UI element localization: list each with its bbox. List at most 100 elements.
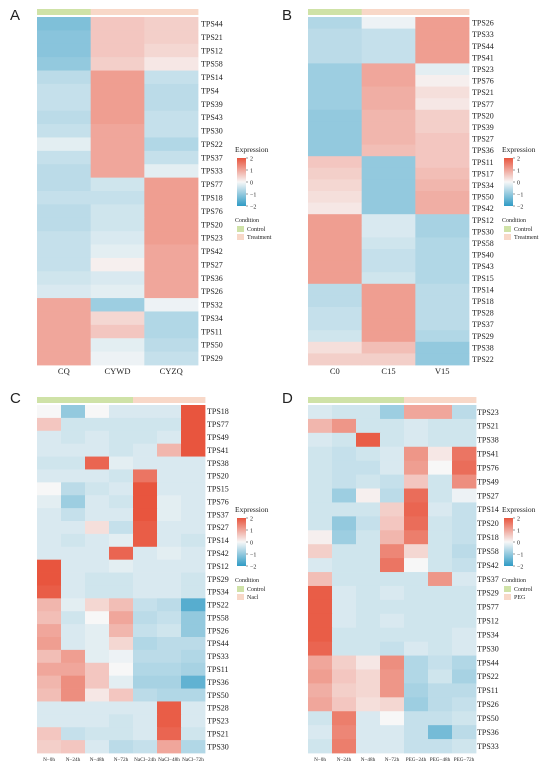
heatmap-cell bbox=[332, 474, 357, 489]
row-label: TPS33 bbox=[472, 30, 494, 39]
condition-legend-label: Control bbox=[247, 227, 266, 233]
heatmap-cell bbox=[356, 502, 381, 517]
heatmap-cell bbox=[85, 417, 110, 432]
heatmap-cell bbox=[356, 627, 381, 643]
heatmap-cell bbox=[85, 740, 110, 754]
heatmap-cell bbox=[37, 257, 92, 272]
heatmap-cell bbox=[37, 311, 92, 326]
heatmap-cell bbox=[428, 739, 453, 754]
row-label: TPS14 bbox=[472, 285, 494, 294]
condition-legend-swatch bbox=[504, 234, 511, 240]
heatmap-cell bbox=[109, 740, 134, 754]
heatmap-cell bbox=[356, 460, 381, 475]
row-label: TPS29 bbox=[472, 332, 494, 341]
heatmap-cell bbox=[356, 711, 381, 726]
column-label: N−72h bbox=[385, 757, 400, 763]
heatmap-cell bbox=[428, 599, 453, 615]
heatmap-cell bbox=[361, 330, 416, 343]
heatmap-cell bbox=[144, 110, 199, 125]
heatmap-cell bbox=[308, 530, 333, 545]
heatmap-cell bbox=[404, 432, 429, 448]
heatmap-cell bbox=[144, 83, 199, 98]
heatmap-cell bbox=[37, 559, 62, 573]
heatmap-cell bbox=[37, 177, 92, 192]
heatmap-cell bbox=[133, 714, 158, 728]
heatmap-cell bbox=[428, 641, 453, 656]
heatmap-cell bbox=[452, 655, 477, 670]
heatmap-cell bbox=[144, 244, 199, 259]
heatmap-cell bbox=[356, 405, 381, 420]
heatmap-cell bbox=[380, 641, 405, 656]
heatmap-cell bbox=[109, 637, 134, 651]
heatmap-cell bbox=[308, 353, 363, 366]
column-label: NaCl−72h bbox=[182, 757, 204, 763]
row-label: TPS42 bbox=[477, 561, 499, 570]
heatmap-cell bbox=[157, 688, 182, 702]
condition-bar-cell bbox=[308, 397, 333, 403]
heatmap-cell bbox=[181, 430, 206, 445]
heatmap-cell bbox=[157, 495, 182, 509]
heatmap-cell bbox=[37, 271, 92, 286]
heatmap-cell bbox=[361, 144, 416, 157]
condition-legend-title: Condition bbox=[502, 578, 526, 584]
condition-bar-cell bbox=[308, 9, 363, 15]
heatmap-cell bbox=[144, 124, 199, 138]
heatmap-cell bbox=[308, 283, 363, 296]
row-label: TPS17 bbox=[472, 169, 494, 178]
heatmap-cell bbox=[181, 624, 206, 638]
heatmap-cell bbox=[308, 418, 333, 434]
heatmap-cell bbox=[308, 40, 363, 53]
heatmap-cell bbox=[144, 70, 199, 85]
panel-label: A bbox=[10, 7, 20, 24]
heatmap-cell bbox=[109, 662, 134, 677]
heatmap-cell bbox=[356, 432, 381, 448]
heatmap-cell bbox=[380, 599, 405, 615]
heatmap-cell bbox=[404, 544, 429, 559]
heatmap-cell bbox=[380, 460, 405, 475]
heatmap-cell bbox=[415, 295, 470, 308]
condition-legend-label: PEG bbox=[514, 595, 526, 601]
row-label: TPS23 bbox=[201, 234, 223, 243]
column-label: C0 bbox=[330, 366, 340, 376]
heatmap-cell bbox=[90, 124, 145, 138]
heatmap-cell bbox=[356, 739, 381, 754]
heatmap-cell bbox=[361, 191, 416, 203]
row-label: TPS18 bbox=[201, 193, 223, 202]
row-label: TPS4 bbox=[201, 86, 219, 95]
row-label: TPS44 bbox=[207, 639, 229, 648]
heatmap-cell bbox=[181, 662, 206, 677]
heatmap-cell bbox=[181, 482, 206, 496]
condition-bar-cell bbox=[133, 397, 158, 403]
panel-label: B bbox=[282, 7, 292, 24]
condition-bar-cell bbox=[356, 397, 381, 403]
heatmap-cell bbox=[308, 121, 363, 134]
heatmap-cell bbox=[61, 482, 86, 496]
heatmap-cell bbox=[332, 725, 357, 740]
row-label: TPS49 bbox=[207, 433, 229, 442]
row-label: TPS49 bbox=[477, 477, 499, 486]
heatmap-cell bbox=[157, 701, 182, 715]
column-label: PEG−72h bbox=[454, 757, 475, 763]
heatmap-cell bbox=[109, 533, 134, 548]
heatmap-cell bbox=[85, 649, 110, 664]
heatmap-cell bbox=[61, 405, 86, 419]
expression-legend-title: Expression bbox=[235, 145, 269, 154]
heatmap-cell bbox=[428, 558, 453, 573]
heatmap-cell bbox=[85, 701, 110, 715]
heatmap-cell bbox=[308, 144, 363, 157]
panel-label: D bbox=[282, 390, 293, 407]
row-label: TPS12 bbox=[201, 46, 223, 55]
heatmap-cell bbox=[452, 530, 477, 545]
row-label: TPS23 bbox=[207, 717, 229, 726]
heatmap-cell bbox=[109, 443, 134, 457]
heatmap-cell bbox=[308, 156, 363, 169]
heatmap-cell bbox=[37, 191, 92, 205]
condition-legend-swatch bbox=[237, 586, 244, 592]
row-label: TPS33 bbox=[477, 742, 499, 751]
heatmap-cell bbox=[109, 469, 134, 483]
heatmap-cell bbox=[308, 405, 333, 420]
heatmap-cell bbox=[356, 599, 381, 615]
expression-legend-title: Expression bbox=[502, 145, 536, 154]
heatmap-cell bbox=[109, 417, 134, 432]
row-label: TPS26 bbox=[477, 700, 499, 709]
